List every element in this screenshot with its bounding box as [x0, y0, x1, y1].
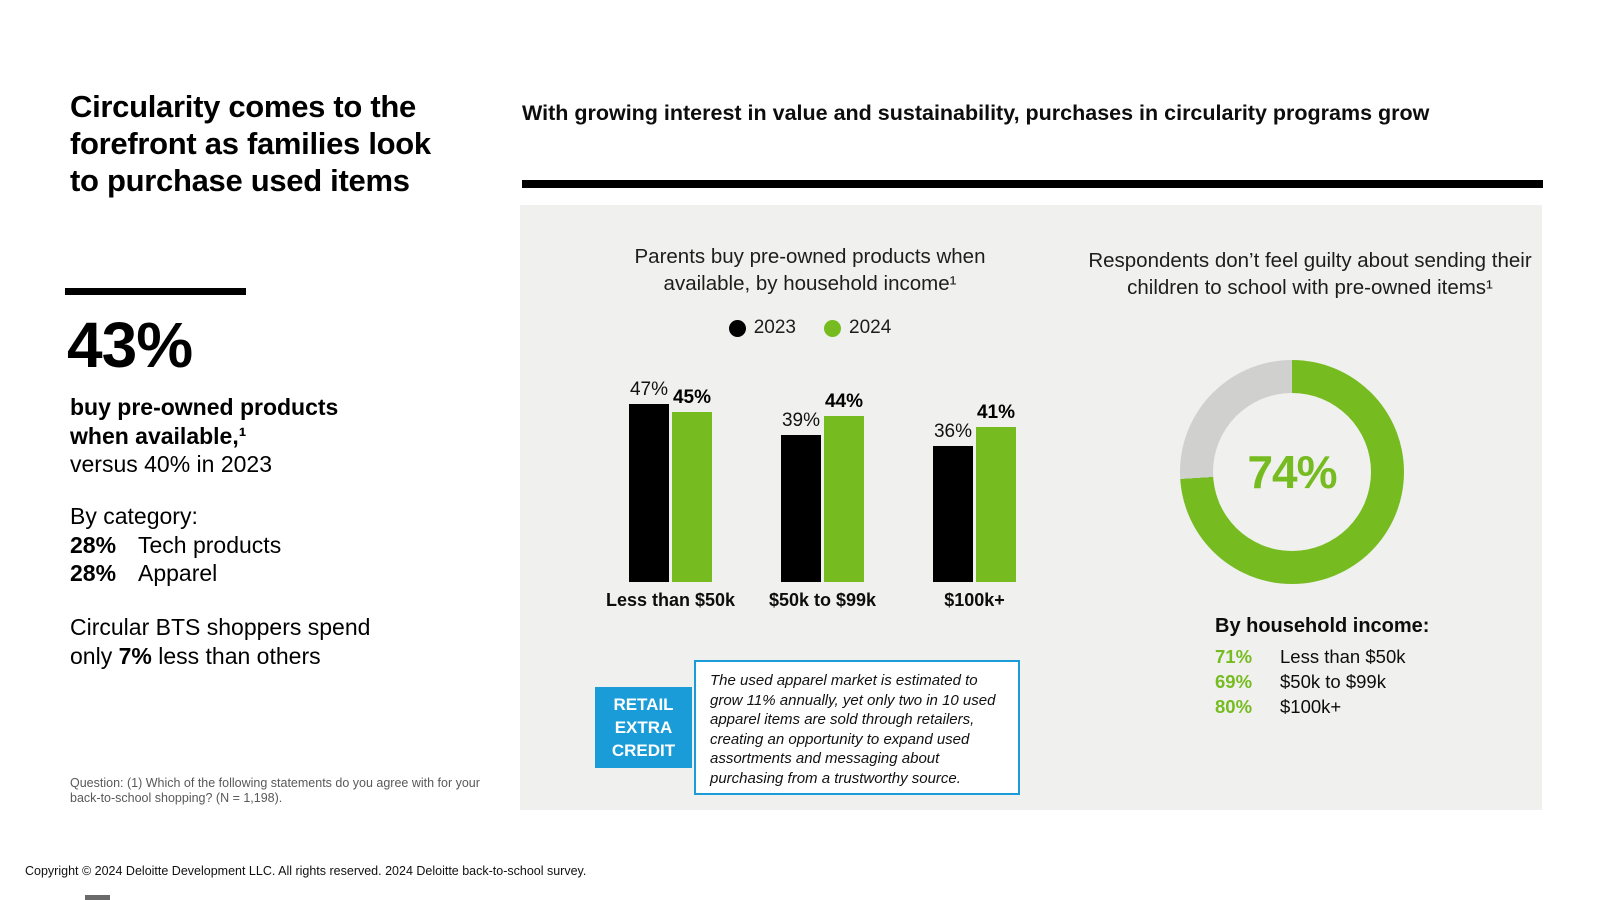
chart-panel: Parents buy pre-owned products when avai…	[520, 205, 1542, 810]
spend-line2: only 7% less than others	[70, 642, 321, 669]
bar-value-label: 36%	[933, 421, 973, 442]
callout-text-box: The used apparel market is estimated to …	[694, 660, 1020, 795]
bar-column: 41%	[976, 402, 1016, 582]
bar-category-label: $100k+	[944, 590, 1005, 610]
category-row: 28% Apparel	[70, 559, 281, 588]
copyright-footer: Copyright © 2024 Deloitte Development LL…	[25, 864, 587, 878]
legend-dot-icon	[824, 319, 841, 337]
by-category-heading: By category:	[70, 503, 198, 529]
bar-value-label: 41%	[976, 402, 1016, 423]
bar	[933, 446, 973, 582]
legend-item: 2024	[824, 317, 891, 339]
breakdown-label: $100k+	[1280, 696, 1342, 717]
breakdown-label: $50k to $99k	[1280, 671, 1386, 692]
breakdown-value: 80%	[1215, 696, 1253, 717]
category-value: 28%	[70, 560, 117, 586]
bar-chart-title: Parents buy pre-owned products when avai…	[634, 245, 986, 295]
category-row: 28% Tech products	[70, 531, 281, 560]
bar	[824, 416, 864, 582]
legend-label: 2024	[849, 317, 892, 338]
legend-item: 2023	[728, 317, 796, 339]
bar-chart-groups: 47% 45% Less than $50k 39% 44% $50k to $99k 36…	[606, 377, 1016, 610]
big-stat-description: buy pre-owned products when available,¹ …	[70, 393, 338, 479]
bar-group: 47% 45% Less than $50k	[606, 379, 735, 610]
section-header: With growing interest in value and susta…	[522, 101, 1430, 125]
big-stat-value: 43%	[67, 309, 193, 381]
donut-chart-title: Respondents don’t feel guilty about send…	[1088, 249, 1532, 299]
breakdown-value: 71%	[1215, 646, 1253, 667]
bar-column: 45%	[672, 387, 712, 582]
bar-column: 47%	[629, 379, 669, 582]
category-label: Tech products	[138, 531, 282, 558]
donut-center-value: 74%	[1247, 446, 1337, 498]
breakdown-label: Less than $50k	[1280, 646, 1406, 667]
stat-desc-line3: versus 40% in 2023	[70, 451, 273, 477]
retail-extra-credit-tag: RETAIL EXTRA CREDIT	[595, 687, 692, 768]
breakdown-row: 71% Less than $50k	[1215, 644, 1429, 669]
by-category-block: By category: 28% Tech products 28% Apparel	[70, 502, 281, 588]
bar-column: 39%	[781, 410, 821, 582]
breakdown-heading: By household income:	[1215, 615, 1430, 637]
bar-value-label: 39%	[781, 410, 821, 431]
bar	[672, 412, 712, 582]
bar-group: 36% 41% $100k+	[933, 402, 1016, 610]
donut-ring: 74%	[1180, 360, 1404, 584]
page-title: Circularity comes to the forefront as fa…	[70, 89, 431, 198]
bar-group: 39% 44% $50k to $99k	[769, 391, 876, 610]
stat-desc-line2: when available,¹	[70, 422, 247, 449]
breakdown-row: 69% $50k to $99k	[1215, 669, 1429, 694]
category-value: 28%	[70, 531, 117, 558]
bar-category-label: $50k to $99k	[768, 590, 877, 610]
stat-desc-line1: buy pre-owned products	[70, 394, 339, 420]
legend-dot-icon	[728, 319, 746, 337]
bar	[629, 404, 669, 582]
bar-value-label: 47%	[629, 379, 669, 400]
bar-column: 36%	[933, 421, 973, 582]
bar	[781, 435, 821, 582]
bar-value-label: 44%	[824, 391, 864, 412]
household-income-breakdown: By household income: 71% Less than $50k 6…	[1215, 614, 1429, 719]
header-divider	[522, 180, 1543, 188]
spend-bold-value: 7%	[118, 642, 152, 669]
bar	[976, 427, 1016, 582]
legend-label: 2023	[753, 317, 796, 338]
donut-hole: 74%	[1213, 393, 1371, 551]
category-label: Apparel	[138, 560, 218, 586]
bar-column: 44%	[824, 391, 864, 582]
breakdown-value: 69%	[1215, 671, 1253, 692]
title-divider	[65, 288, 246, 295]
survey-question-footnote: Question: (1) Which of the following sta…	[70, 776, 480, 805]
bar-category-label: Less than $50k	[605, 590, 736, 610]
spend-statement: Circular BTS shoppers spend only 7% less…	[70, 613, 370, 670]
breakdown-row: 80% $100k+	[1215, 694, 1429, 719]
cropped-logo-mark	[85, 895, 110, 900]
bar-value-label: 45%	[672, 387, 712, 408]
spend-line1: Circular BTS shoppers spend	[70, 614, 371, 640]
bar-chart-legend: 2023 2024	[598, 317, 1022, 339]
